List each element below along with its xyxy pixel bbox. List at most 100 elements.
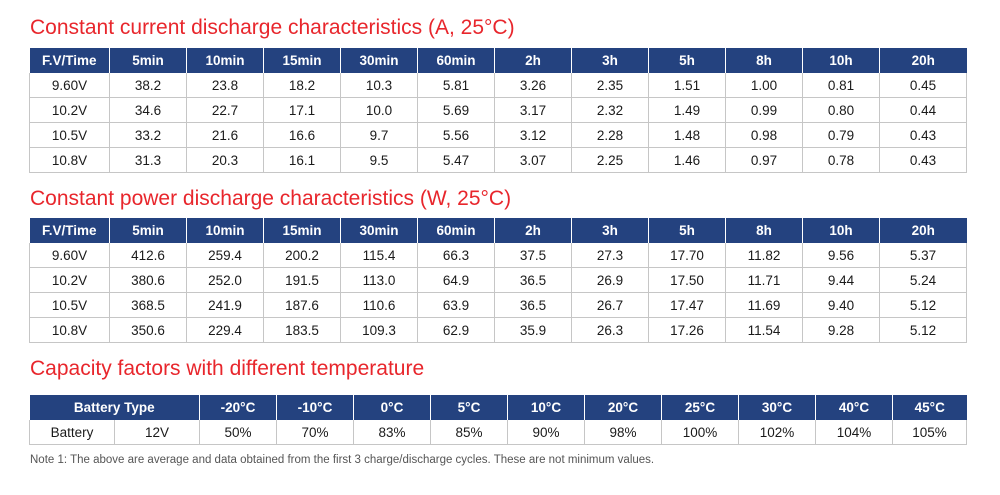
column-header: F.V/Time	[29, 218, 110, 243]
table-cell: 85%	[430, 420, 508, 445]
table-cell: 63.9	[417, 292, 495, 318]
table-cell: 9.5	[340, 147, 418, 173]
column-header: 25°C	[661, 395, 739, 420]
table-cell: 9.60V	[29, 243, 110, 268]
table-cell: 21.6	[186, 122, 264, 148]
table-cell: 2.35	[571, 73, 649, 98]
table-cell: 1.00	[725, 73, 803, 98]
table-cell: 9.40	[802, 292, 880, 318]
header-row: Battery Type -20°C -10°C 0°C 5°C 10°C 20°C 25°C…	[29, 395, 967, 420]
table-cell: 0.81	[802, 73, 880, 98]
column-header: 20°C	[584, 395, 662, 420]
table-cell: 102%	[738, 420, 816, 445]
table-row: 10.2V 380.6 252.0 191.5 113.0 64.9 36.5 26.9 17.…	[29, 267, 967, 293]
table-cell: 5.37	[879, 243, 967, 268]
table-cell: 5.81	[417, 73, 495, 98]
table-cell: 0.98	[725, 122, 803, 148]
table-cell: 11.71	[725, 267, 803, 293]
column-header: Battery Type	[29, 395, 200, 420]
table-cell: 38.2	[109, 73, 187, 98]
table-cell: 5.12	[879, 292, 967, 318]
constant-power-title: Constant power discharge characteristics…	[30, 187, 512, 210]
table-cell: 115.4	[340, 243, 418, 268]
table-cell: 17.70	[648, 243, 726, 268]
column-header: 5min	[109, 48, 187, 73]
table-cell: 62.9	[417, 317, 495, 343]
table-cell: 0.80	[802, 97, 880, 123]
table-cell: 20.3	[186, 147, 264, 173]
table-cell: 113.0	[340, 267, 418, 293]
table-cell: 1.48	[648, 122, 726, 148]
column-header: 15min	[263, 218, 341, 243]
table-cell: 380.6	[109, 267, 187, 293]
column-header: -20°C	[199, 395, 277, 420]
table-row: Battery 12V 50% 70% 83% 85% 90% 98% 100% 102% 104%…	[29, 420, 967, 445]
column-header: 5°C	[430, 395, 508, 420]
table-cell: 5.24	[879, 267, 967, 293]
table-cell: 70%	[276, 420, 354, 445]
table-cell: 10.5V	[29, 122, 110, 148]
table-cell: 83%	[353, 420, 431, 445]
header-row: F.V/Time 5min 10min 15min 30min 60min 2h 3h 5h 8h…	[29, 218, 967, 243]
table-row: 9.60V 38.2 23.8 18.2 10.3 5.81 3.26 2.35 1.51 1.0…	[29, 73, 967, 98]
table-cell: 11.82	[725, 243, 803, 268]
column-header: 5h	[648, 48, 726, 73]
table-cell: 1.51	[648, 73, 726, 98]
column-header: 5h	[648, 218, 726, 243]
column-header: 20h	[879, 218, 967, 243]
header-row: F.V/Time 5min 10min 15min 30min 60min 2h 3h 5h 8h…	[29, 48, 967, 73]
table-cell: 2.32	[571, 97, 649, 123]
table-cell: 9.56	[802, 243, 880, 268]
column-header: 5min	[109, 218, 187, 243]
table-cell: 26.7	[571, 292, 649, 318]
table-cell: 0.43	[879, 122, 967, 148]
table-cell: 104%	[815, 420, 893, 445]
table-cell: 100%	[661, 420, 739, 445]
table-cell: 50%	[199, 420, 277, 445]
table-cell: 9.28	[802, 317, 880, 343]
column-header: 8h	[725, 48, 803, 73]
table-cell: 10.3	[340, 73, 418, 98]
table-cell: 0.97	[725, 147, 803, 173]
table-cell: 66.3	[417, 243, 495, 268]
table-cell: 26.9	[571, 267, 649, 293]
table-cell: 5.56	[417, 122, 495, 148]
table-cell: 412.6	[109, 243, 187, 268]
capacity-factors-table: Battery Type -20°C -10°C 0°C 5°C 10°C 20°C 25°C…	[29, 395, 967, 445]
column-header: 8h	[725, 218, 803, 243]
table-cell: 90%	[507, 420, 585, 445]
table-cell: 27.3	[571, 243, 649, 268]
table-cell: 64.9	[417, 267, 495, 293]
table-row: 10.5V 33.2 21.6 16.6 9.7 5.56 3.12 2.28 1.48 0.98…	[29, 122, 967, 148]
table-cell: 2.25	[571, 147, 649, 173]
table-cell: 98%	[584, 420, 662, 445]
table-cell: 10.2V	[29, 267, 110, 293]
table-cell: 259.4	[186, 243, 264, 268]
table-cell: 18.2	[263, 73, 341, 98]
table-cell: 241.9	[186, 292, 264, 318]
table-cell: 12V	[114, 420, 200, 445]
table-cell: 0.43	[879, 147, 967, 173]
table-cell: 3.07	[494, 147, 572, 173]
table-row: 10.5V 368.5 241.9 187.6 110.6 63.9 36.5 26.7 17.…	[29, 292, 967, 318]
column-header: 10°C	[507, 395, 585, 420]
table-cell: 17.47	[648, 292, 726, 318]
table-cell: 10.8V	[29, 317, 110, 343]
table-cell: 0.99	[725, 97, 803, 123]
table-cell: 0.44	[879, 97, 967, 123]
table-cell: 11.54	[725, 317, 803, 343]
column-header: 20h	[879, 48, 967, 73]
table-cell: 23.8	[186, 73, 264, 98]
table-row: 10.2V 34.6 22.7 17.1 10.0 5.69 3.17 2.32 1.49 0.9…	[29, 97, 967, 123]
table-cell: 109.3	[340, 317, 418, 343]
table-row: 9.60V 412.6 259.4 200.2 115.4 66.3 37.5 27.3 17.…	[29, 243, 967, 268]
table-cell: 200.2	[263, 243, 341, 268]
table-cell: 9.7	[340, 122, 418, 148]
table-cell: 191.5	[263, 267, 341, 293]
constant-current-title: Constant current discharge characteristi…	[30, 16, 515, 39]
table-cell: 350.6	[109, 317, 187, 343]
table-cell: 1.46	[648, 147, 726, 173]
table-cell: 0.45	[879, 73, 967, 98]
column-header: 0°C	[353, 395, 431, 420]
column-header: F.V/Time	[29, 48, 110, 73]
